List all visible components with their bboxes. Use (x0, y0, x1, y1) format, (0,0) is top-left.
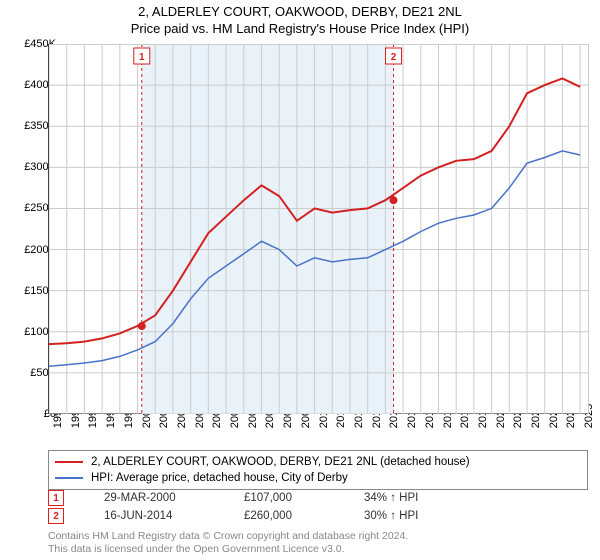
svg-text:1: 1 (139, 52, 145, 63)
attribution-text: Contains HM Land Registry data © Crown c… (48, 530, 408, 556)
legend-label-hpi: HPI: Average price, detached house, City… (91, 470, 348, 486)
sale-row-2: 2 16-JUN-2014 £260,000 30% ↑ HPI (48, 508, 444, 524)
title-address: 2, ALDERLEY COURT, OAKWOOD, DERBY, DE21 … (0, 4, 600, 19)
attribution-line2: This data is licensed under the Open Gov… (48, 543, 408, 556)
attribution-line1: Contains HM Land Registry data © Crown c… (48, 530, 408, 543)
sale-row-1: 1 29-MAR-2000 £107,000 34% ↑ HPI (48, 490, 444, 506)
sale-date-1: 29-MAR-2000 (104, 492, 204, 504)
sale-pct-2: 30% ↑ HPI (364, 510, 444, 522)
legend-row-property: 2, ALDERLEY COURT, OAKWOOD, DERBY, DE21 … (55, 454, 581, 470)
svg-text:2: 2 (391, 52, 397, 63)
sales-table: 1 29-MAR-2000 £107,000 34% ↑ HPI 2 16-JU… (48, 490, 444, 526)
legend-box: 2, ALDERLEY COURT, OAKWOOD, DERBY, DE21 … (48, 450, 588, 490)
legend-row-hpi: HPI: Average price, detached house, City… (55, 470, 581, 486)
legend-label-property: 2, ALDERLEY COURT, OAKWOOD, DERBY, DE21 … (91, 454, 470, 470)
sale-price-2: £260,000 (244, 510, 324, 522)
legend-swatch-property (55, 461, 83, 463)
chart-svg: 12 (49, 44, 589, 414)
chart-container: 2, ALDERLEY COURT, OAKWOOD, DERBY, DE21 … (0, 0, 600, 560)
legend-swatch-hpi (55, 477, 83, 479)
sale-pct-1: 34% ↑ HPI (364, 492, 444, 504)
sale-date-2: 16-JUN-2014 (104, 510, 204, 522)
sale-price-1: £107,000 (244, 492, 324, 504)
chart-plot-area: 12 (48, 44, 588, 414)
title-subtitle: Price paid vs. HM Land Registry's House … (0, 21, 600, 36)
sale-marker-2: 2 (48, 508, 64, 524)
title-block: 2, ALDERLEY COURT, OAKWOOD, DERBY, DE21 … (0, 0, 600, 36)
sale-marker-1: 1 (48, 490, 64, 506)
